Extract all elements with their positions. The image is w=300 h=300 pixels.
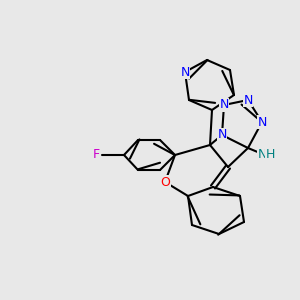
Text: N: N xyxy=(257,116,267,128)
Text: F: F xyxy=(92,148,100,161)
Text: O: O xyxy=(160,176,170,188)
Text: N: N xyxy=(219,98,229,112)
Text: N: N xyxy=(180,65,190,79)
Text: H: H xyxy=(265,148,275,161)
Text: N: N xyxy=(243,94,253,106)
Text: N: N xyxy=(257,148,267,161)
Text: N: N xyxy=(217,128,227,142)
